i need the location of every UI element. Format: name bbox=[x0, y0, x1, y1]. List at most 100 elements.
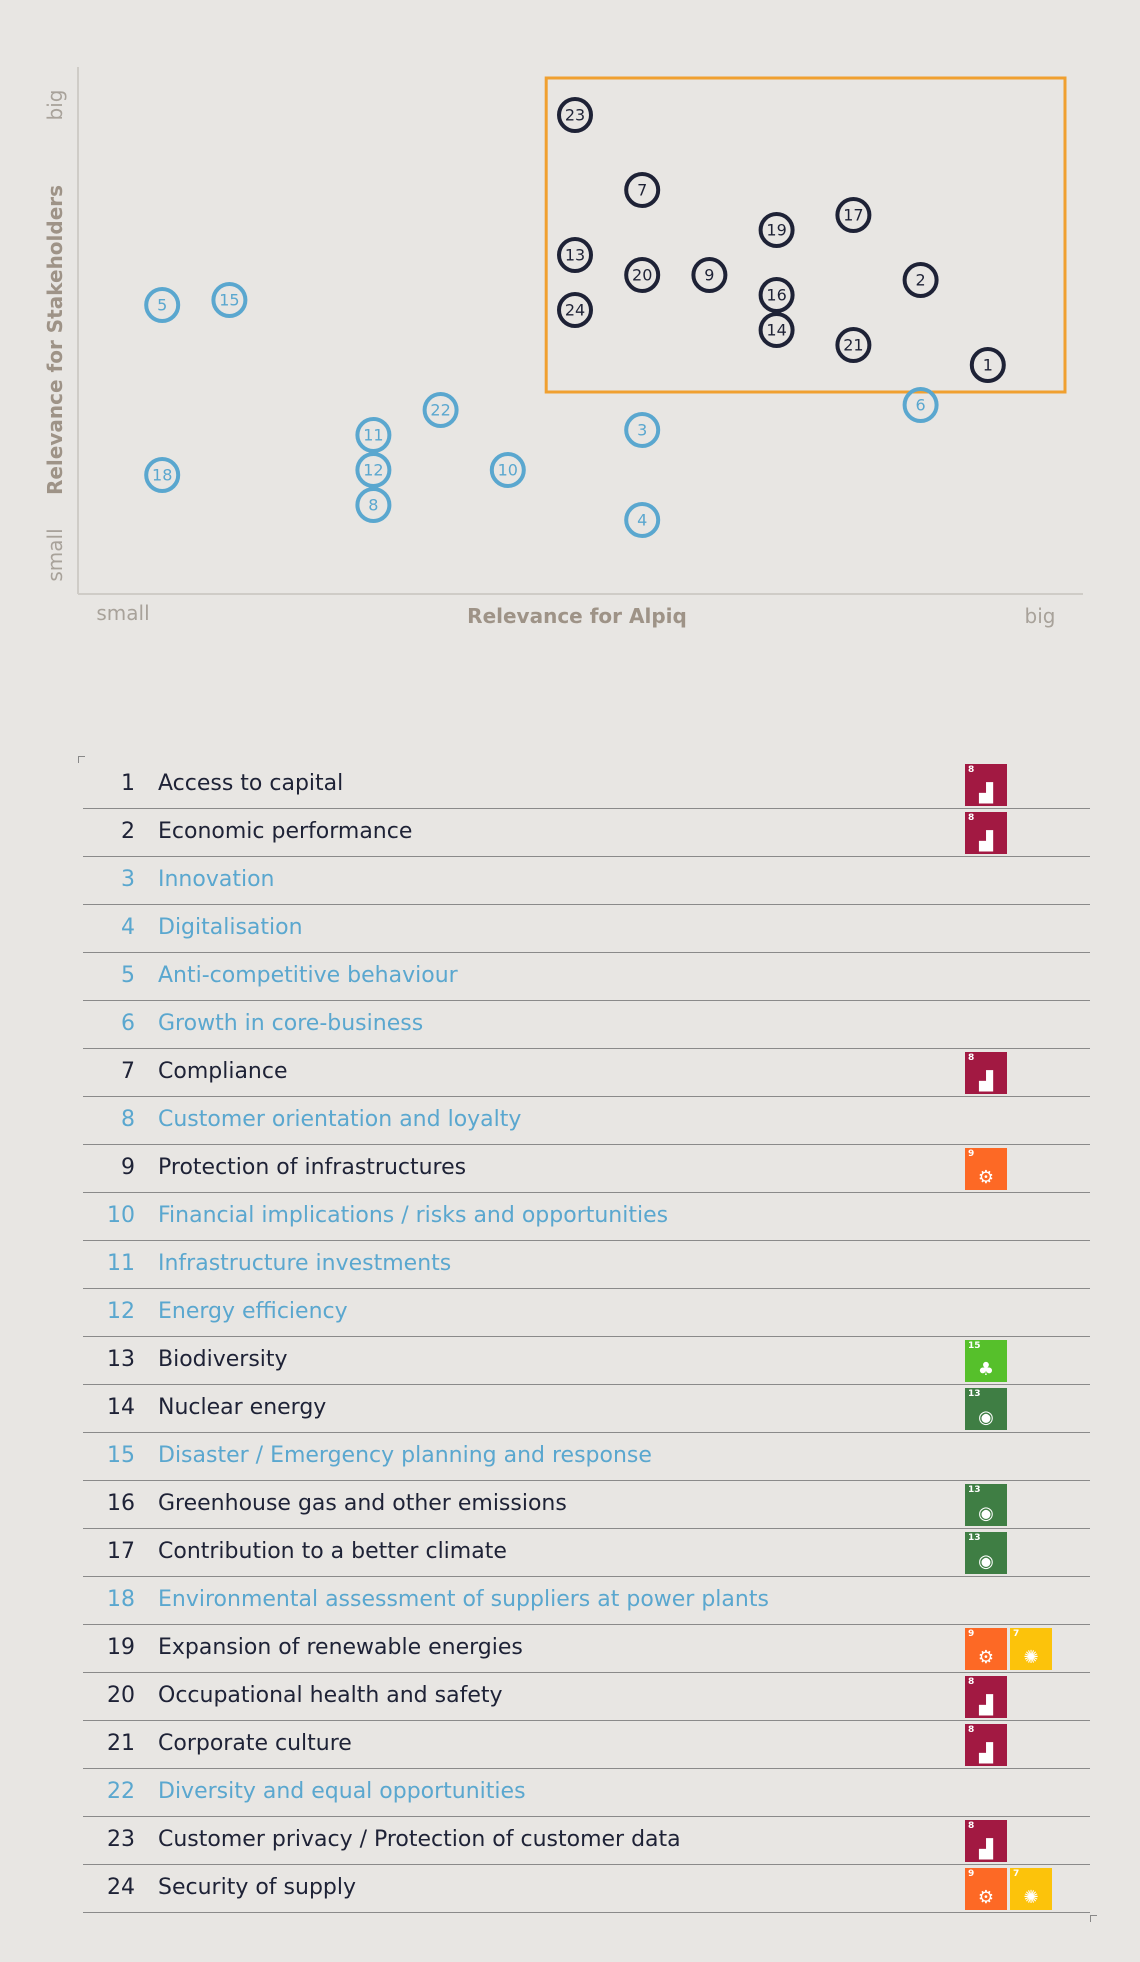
bubble-topic-13: 13 bbox=[557, 237, 593, 273]
sdg-9-industry-icon: 9 ⚙ bbox=[965, 1868, 1007, 1910]
x-tick-big: big bbox=[1025, 604, 1056, 628]
sdg-number: 9 bbox=[968, 1629, 975, 1639]
bubble-topic-8: 8 bbox=[355, 487, 392, 523]
bubble-label: 17 bbox=[843, 206, 863, 225]
topic-row-11: 11 Infrastructure investments bbox=[83, 1241, 1090, 1289]
topic-number: 21 bbox=[107, 1731, 135, 1756]
topic-row-15: 15 Disaster / Emergency planning and resp… bbox=[83, 1433, 1090, 1481]
topic-row-10: 10 Financial implications / risks and opp… bbox=[83, 1193, 1090, 1241]
topic-number: 23 bbox=[107, 1827, 135, 1852]
bubble-topic-21: 21 bbox=[835, 327, 872, 363]
growth-chart-icon: ▟ bbox=[979, 783, 993, 804]
sdg-13-climate-eye-icon: 13 ◉ bbox=[965, 1388, 1007, 1430]
sdg-icons: 8 ▟ bbox=[965, 764, 1007, 806]
bubble-circle bbox=[758, 312, 795, 348]
bubble-label: 20 bbox=[632, 266, 652, 285]
sdg-number: 8 bbox=[968, 1677, 975, 1687]
y-tick-small: small bbox=[43, 528, 67, 581]
bubble-label: 15 bbox=[219, 291, 239, 310]
bubble-topic-15: 15 bbox=[211, 282, 248, 318]
bubble-topic-14: 14 bbox=[758, 312, 795, 348]
topic-row-14: 14 Nuclear energy 13 ◉ bbox=[83, 1385, 1090, 1433]
topic-number: 17 bbox=[107, 1539, 135, 1564]
bubble-circle bbox=[624, 412, 661, 448]
sdg-number: 13 bbox=[968, 1389, 981, 1399]
material-topics-region bbox=[544, 76, 1067, 394]
topic-number: 12 bbox=[107, 1299, 135, 1324]
bubble-circle bbox=[489, 452, 526, 488]
sdg-number: 8 bbox=[968, 1725, 975, 1735]
bubble-circle bbox=[557, 97, 593, 133]
bubble-label: 18 bbox=[152, 466, 172, 485]
growth-chart-icon: ▟ bbox=[979, 831, 993, 852]
bubble-circle bbox=[355, 452, 392, 488]
bubble-label: 14 bbox=[766, 321, 786, 340]
bubble-topic-5: 5 bbox=[144, 287, 181, 323]
sdg-number: 9 bbox=[968, 1149, 975, 1159]
bubble-label: 19 bbox=[766, 221, 786, 240]
sdg-number: 8 bbox=[968, 1821, 975, 1831]
topic-row-22: 22 Diversity and equal opportunities bbox=[83, 1769, 1090, 1817]
topic-label: Access to capital bbox=[158, 771, 344, 796]
topic-label: Nuclear energy bbox=[158, 1395, 327, 1420]
sdg-15-tree-icon: 15 ♣ bbox=[965, 1340, 1007, 1382]
topic-label: Corporate culture bbox=[158, 1731, 352, 1756]
growth-chart-icon: ▟ bbox=[979, 1695, 993, 1716]
materiality-matrix: big small Relevance for Stakeholders sma… bbox=[43, 67, 1083, 628]
bubble-topic-7: 7 bbox=[624, 172, 661, 208]
topic-label: Customer orientation and loyalty bbox=[158, 1107, 522, 1132]
topic-row-6: 6 Growth in core-business bbox=[83, 1001, 1090, 1049]
bubble-label: 4 bbox=[637, 511, 647, 530]
topic-row-12: 12 Energy efficiency bbox=[83, 1289, 1090, 1337]
bubble-circle bbox=[969, 347, 1006, 383]
sdg-9-industry-icon: 9 ⚙ bbox=[965, 1628, 1007, 1670]
topic-label: Economic performance bbox=[158, 819, 413, 844]
bubble-circle bbox=[835, 327, 872, 363]
bubble-circle bbox=[902, 387, 939, 423]
sdg-number: 8 bbox=[968, 1053, 975, 1063]
bubble-circle bbox=[144, 287, 181, 323]
topic-number: 24 bbox=[107, 1875, 135, 1900]
bubble-circle bbox=[144, 457, 181, 493]
bubble-circle bbox=[902, 262, 939, 298]
bubble-label: 2 bbox=[916, 271, 926, 290]
growth-chart-icon: ▟ bbox=[979, 1071, 993, 1092]
topic-row-16: 16 Greenhouse gas and other emissions 13 ◉ bbox=[83, 1481, 1090, 1529]
bubble-topic-3: 3 bbox=[624, 412, 661, 448]
industry-icon: ⚙ bbox=[977, 1887, 995, 1908]
bubble-topic-18: 18 bbox=[144, 457, 181, 493]
topic-row-9: 9 Protection of infrastructures 9 ⚙ bbox=[83, 1145, 1090, 1193]
topic-row-8: 8 Customer orientation and loyalty bbox=[83, 1097, 1090, 1145]
bubble-circle bbox=[758, 277, 795, 313]
topic-number: 20 bbox=[107, 1683, 135, 1708]
topic-label: Customer privacy / Protection of custome… bbox=[158, 1827, 681, 1852]
topic-row-13: 13 Biodiversity 15 ♣ bbox=[83, 1337, 1090, 1385]
topic-number: 11 bbox=[107, 1251, 135, 1276]
bubble-circle bbox=[758, 212, 795, 248]
bubble-label: 8 bbox=[368, 496, 378, 515]
bubble-topic-22: 22 bbox=[422, 392, 459, 428]
topic-number: 13 bbox=[107, 1347, 135, 1372]
sdg-8-growth-chart-icon: 8 ▟ bbox=[965, 764, 1007, 806]
y-axis-title: Relevance for Stakeholders bbox=[43, 185, 67, 495]
topic-label: Greenhouse gas and other emissions bbox=[158, 1491, 567, 1516]
topic-label: Protection of infrastructures bbox=[158, 1155, 467, 1180]
topic-number: 1 bbox=[121, 771, 135, 796]
bubble-topic-9: 9 bbox=[691, 257, 728, 293]
topic-label: Compliance bbox=[158, 1059, 288, 1084]
x-tick-small: small bbox=[96, 601, 149, 625]
topic-row-7: 7 Compliance 8 ▟ bbox=[83, 1049, 1090, 1097]
sun-icon: ✺ bbox=[1023, 1647, 1039, 1668]
corner-mark-bottom-right bbox=[1090, 1915, 1097, 1922]
topic-number: 2 bbox=[121, 819, 135, 844]
topic-row-17: 17 Contribution to a better climate 13 ◉ bbox=[83, 1529, 1090, 1577]
y-tick-big: big bbox=[43, 90, 67, 121]
sdg-icons: 9 ⚙ bbox=[965, 1148, 1007, 1190]
sdg-icons: 8 ▟ bbox=[965, 1820, 1007, 1862]
bubble-topic-1: 1 bbox=[969, 347, 1006, 383]
topic-row-3: 3 Innovation bbox=[83, 857, 1090, 905]
bubble-label: 21 bbox=[843, 336, 863, 355]
topic-row-23: 23 Customer privacy / Protection of custo… bbox=[83, 1817, 1090, 1865]
topic-label: Biodiversity bbox=[158, 1347, 288, 1372]
sdg-8-growth-chart-icon: 8 ▟ bbox=[965, 1820, 1007, 1862]
